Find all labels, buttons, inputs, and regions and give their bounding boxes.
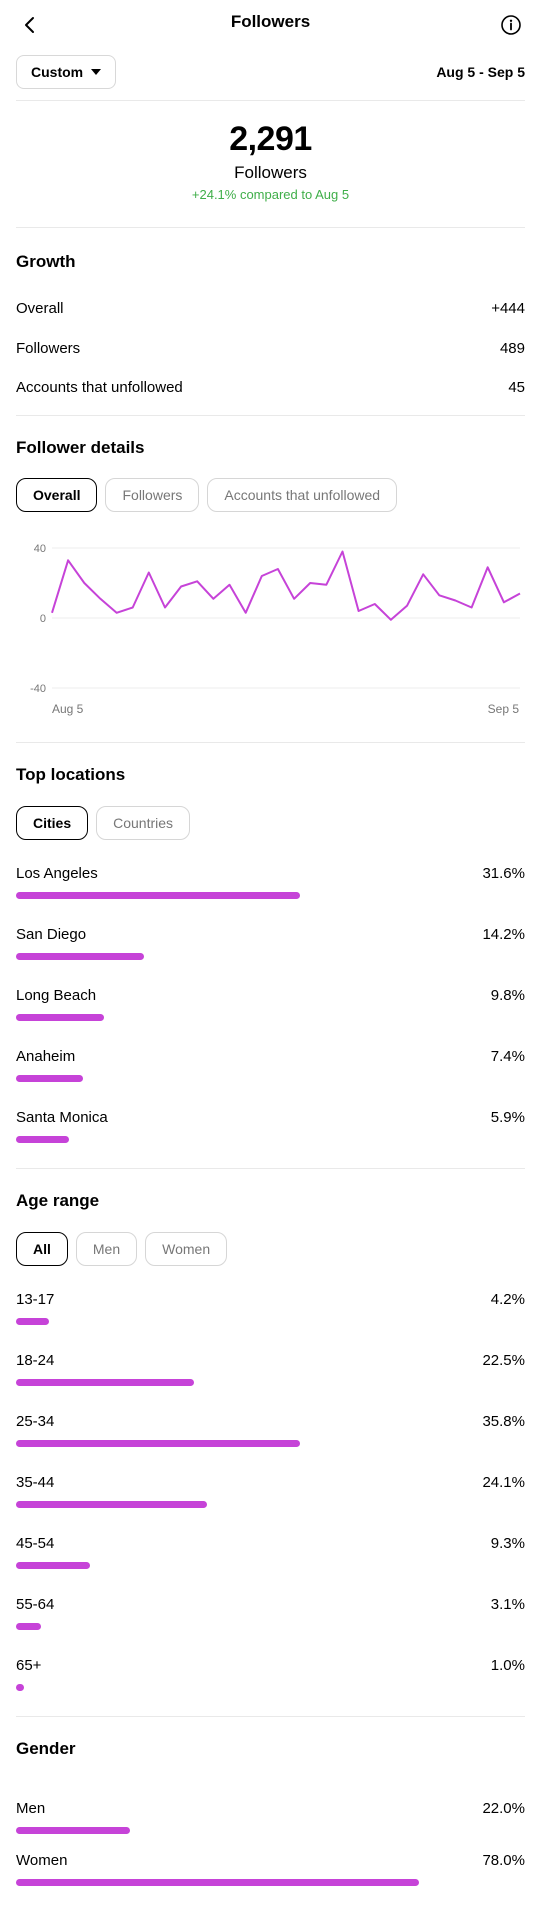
follower-details-tabs: Overall Followers Accounts that unfollow… [16, 478, 398, 512]
tab-all[interactable]: All [16, 1232, 68, 1266]
age-range-label: 35-44 [16, 1474, 55, 1491]
age-range-label: 18-24 [16, 1352, 55, 1369]
age-range-label: 65+ [16, 1657, 42, 1674]
location-bar [16, 1014, 105, 1021]
age-range-value: 35.8% [482, 1413, 525, 1430]
growth-unfollowed-label: Accounts that unfollowed [16, 379, 183, 396]
location-bar [16, 892, 300, 899]
gender-value: 22.0% [482, 1800, 525, 1817]
divider [16, 1716, 525, 1717]
chart-y-tick-label: -40 [30, 683, 46, 695]
tab-cities[interactable]: Cities [16, 806, 89, 840]
age-range-bar [16, 1684, 24, 1691]
divider [16, 1168, 525, 1169]
top-locations-tabs: Cities Countries [16, 806, 191, 840]
age-range-bar [16, 1501, 208, 1508]
chart-x-end-label: Sep 5 [487, 702, 519, 716]
tab-followers[interactable]: Followers [105, 478, 200, 512]
info-icon [501, 15, 521, 35]
tab-accounts-unfollowed[interactable]: Accounts that unfollowed [207, 478, 398, 512]
gender-label: Men [16, 1800, 46, 1817]
chart-y-tick-label: 0 [40, 613, 46, 625]
gender-bar [16, 1827, 130, 1834]
growth-title: Growth [16, 252, 76, 271]
location-label: Long Beach [16, 987, 97, 1004]
tab-women[interactable]: Women [145, 1232, 228, 1266]
location-value: 5.9% [490, 1109, 525, 1126]
age-range-label: 45-54 [16, 1535, 55, 1552]
followers-total-label: Followers [234, 163, 307, 182]
location-label: Los Angeles [16, 865, 98, 882]
period-select[interactable]: Custom [16, 55, 117, 89]
location-label: San Diego [16, 926, 87, 943]
divider [16, 100, 525, 101]
tab-overall[interactable]: Overall [16, 478, 98, 512]
period-select-label: Custom [31, 64, 84, 80]
gender-value: 78.0% [482, 1852, 525, 1869]
caret-down-icon [91, 69, 102, 75]
location-bar [16, 953, 144, 960]
location-bar [16, 1136, 70, 1143]
age-range-value: 1.0% [490, 1657, 525, 1674]
tab-countries[interactable]: Countries [96, 806, 191, 840]
chart-series-line [51, 550, 521, 621]
top-locations-title: Top locations [16, 765, 126, 784]
page-title: Followers [230, 12, 311, 31]
follower-details-title: Follower details [16, 438, 145, 457]
tab-men[interactable]: Men [75, 1232, 138, 1266]
growth-overall-value: +444 [491, 300, 525, 317]
age-range-value: 24.1% [482, 1474, 525, 1491]
age-range-label: 13-17 [16, 1291, 55, 1308]
divider [16, 415, 525, 416]
age-range-bar [16, 1562, 90, 1569]
growth-followers-label: Followers [16, 340, 81, 357]
gender-title: Gender [16, 1739, 76, 1758]
age-range-value: 3.1% [490, 1596, 525, 1613]
chart-y-tick-label: 40 [34, 543, 46, 555]
age-range-value: 22.5% [482, 1352, 525, 1369]
location-value: 7.4% [490, 1048, 525, 1065]
back-button[interactable] [14, 9, 46, 41]
date-range: Aug 5 - Sep 5 [436, 64, 525, 80]
location-value: 31.6% [482, 865, 525, 882]
followers-change: +24.1% compared to Aug 5 [191, 187, 350, 202]
growth-overall-label: Overall [16, 300, 64, 317]
divider [16, 227, 525, 228]
growth-unfollowed-value: 45 [508, 379, 525, 396]
location-label: Anaheim [16, 1048, 76, 1065]
age-range-bar [16, 1318, 50, 1325]
age-range-value: 9.3% [490, 1535, 525, 1552]
age-range-title: Age range [16, 1191, 100, 1210]
location-value: 9.8% [490, 987, 525, 1004]
follower-chart: 40 0 -40 [30, 543, 521, 695]
gender-label: Women [16, 1852, 68, 1869]
age-range-bar [16, 1379, 195, 1386]
gender-bar [16, 1879, 419, 1886]
age-range-value: 4.2% [490, 1291, 525, 1308]
age-range-label: 55-64 [16, 1596, 55, 1613]
age-range-bar [16, 1440, 300, 1447]
info-button[interactable] [495, 9, 527, 41]
age-range-bar [16, 1623, 41, 1630]
location-bar [16, 1075, 83, 1082]
age-range-label: 25-34 [16, 1413, 55, 1430]
divider [16, 742, 525, 743]
chart-x-start-label: Aug 5 [52, 702, 84, 716]
location-value: 14.2% [482, 926, 525, 943]
age-range-tabs: All Men Women [16, 1232, 228, 1266]
followers-total: 2,291 [229, 120, 312, 158]
chevron-left-icon [25, 17, 34, 33]
growth-followers-value: 489 [499, 340, 525, 357]
location-label: Santa Monica [16, 1109, 108, 1126]
